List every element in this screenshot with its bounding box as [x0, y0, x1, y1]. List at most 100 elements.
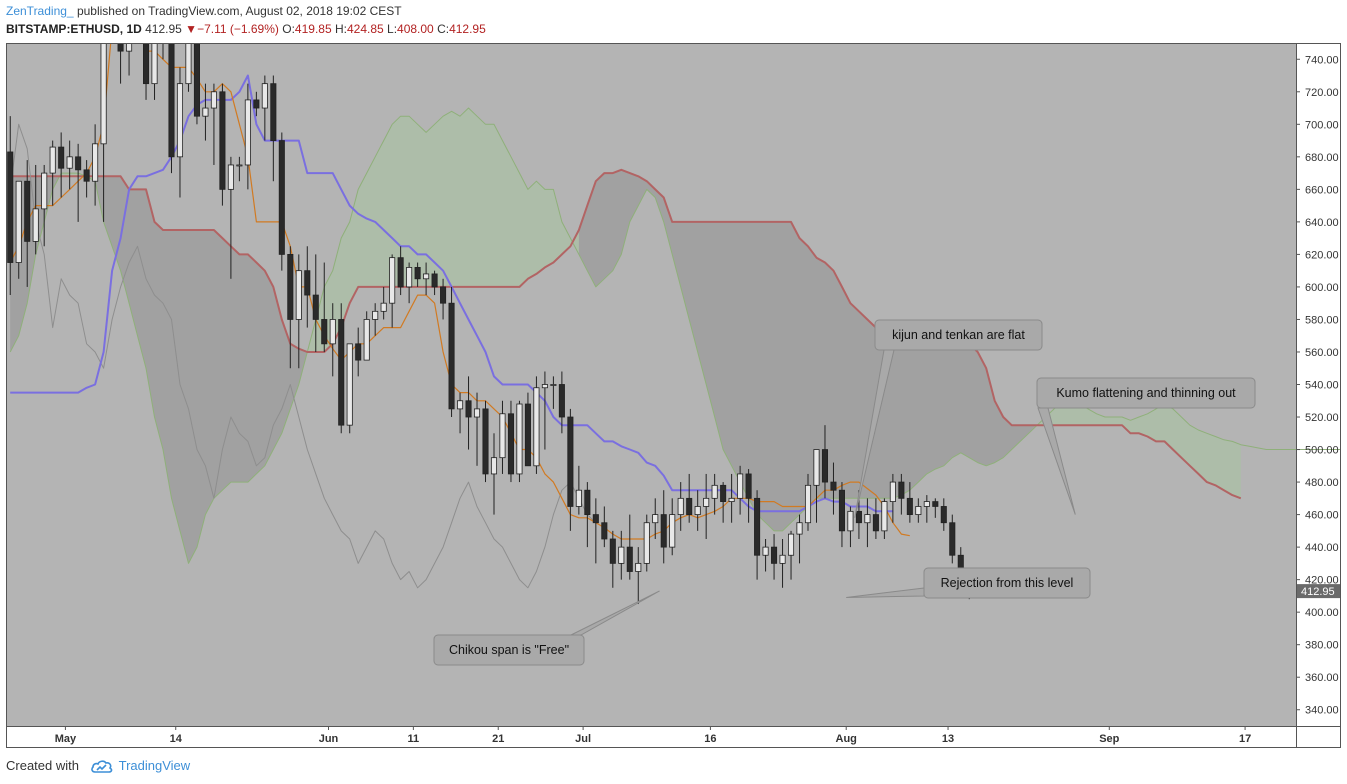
- candle-body: [601, 522, 608, 540]
- candle-body: [618, 546, 625, 564]
- candle-body: [490, 457, 498, 475]
- callout-text: Rejection from this level: [941, 576, 1074, 590]
- candle-body: [779, 554, 786, 564]
- candle-body: [906, 497, 913, 515]
- candle-body: [49, 146, 56, 174]
- candle-body: [219, 91, 226, 190]
- close-value: 412.95: [449, 22, 486, 36]
- candle-body: [287, 254, 294, 320]
- candle-body: [821, 449, 829, 483]
- candle-body: [609, 538, 616, 564]
- candle: [677, 482, 684, 531]
- candle: [669, 498, 676, 556]
- candle-body: [176, 83, 184, 158]
- open-value: 419.85: [294, 22, 332, 36]
- candle: [457, 392, 464, 434]
- candle: [592, 498, 599, 564]
- candle-body: [414, 267, 421, 280]
- candle: [762, 538, 769, 572]
- candle-body: [694, 506, 701, 515]
- candle: [906, 482, 913, 523]
- price-tick-label: 720.00: [1305, 87, 1339, 99]
- time-tick-label: Aug: [836, 733, 857, 745]
- tradingview-cloud-icon[interactable]: [90, 759, 113, 774]
- candle-body: [253, 99, 260, 109]
- candle-body: [940, 506, 947, 524]
- candle-body: [92, 143, 99, 182]
- candle: [813, 449, 820, 523]
- tradingview-brand-link[interactable]: TradingView: [118, 758, 191, 773]
- candle-body: [465, 400, 472, 418]
- price-tick-label: 680.00: [1305, 152, 1339, 164]
- candle: [41, 164, 48, 247]
- price-tick-label: 480.00: [1305, 477, 1339, 489]
- chikou-span-line: [9, 123, 597, 589]
- candle: [864, 498, 871, 548]
- candle-body: [24, 180, 31, 242]
- candle-body: [830, 481, 837, 491]
- time-axis[interactable]: May 14 Jun 11 21 Jul 16 Aug 13 Sep 17: [55, 726, 1251, 745]
- candle: [193, 18, 200, 125]
- candle-body: [660, 514, 667, 548]
- candle: [550, 376, 557, 409]
- candle-body: [168, 26, 175, 158]
- candle-body: [855, 510, 862, 524]
- candle: [83, 160, 90, 198]
- candle-body: [813, 449, 820, 486]
- candle-body: [898, 481, 905, 499]
- candle-body: [872, 514, 879, 532]
- ichimoku-cloud: [10, 108, 1241, 564]
- candle-body: [278, 140, 285, 255]
- candle: [932, 498, 939, 518]
- price-chart[interactable]: kijun and tenkan are flat Kumo flattening…: [6, 0, 1347, 748]
- candle-body: [75, 156, 82, 171]
- last-price-tag: [1297, 584, 1341, 599]
- candle: [380, 286, 387, 320]
- candle-body: [440, 286, 447, 304]
- down-arrow-icon: ▼: [185, 22, 198, 36]
- candle-body: [838, 489, 845, 532]
- callout-text: Chikou span is "Free": [449, 643, 569, 657]
- candle-body: [312, 294, 319, 320]
- time-axis-background: [6, 726, 1341, 748]
- candle: [643, 514, 650, 572]
- candle: [754, 490, 761, 580]
- candle-body: [185, 42, 192, 85]
- candle: [389, 254, 396, 328]
- time-tick-label: 16: [704, 733, 716, 745]
- candle: [423, 262, 430, 296]
- chart-container[interactable]: kijun and tenkan are flat Kumo flattening…: [6, 0, 1347, 748]
- candle-body: [889, 481, 896, 502]
- publish-line: ZenTrading_ published on TradingView.com…: [6, 4, 402, 18]
- candle-body: [372, 310, 379, 320]
- candle: [804, 473, 812, 531]
- candle: [660, 490, 667, 564]
- time-tick-label: 11: [408, 733, 420, 745]
- candle-body: [338, 319, 345, 426]
- candle: [329, 303, 336, 377]
- candle-body: [100, 0, 107, 145]
- callout-box: [1036, 377, 1256, 409]
- candle-body: [448, 302, 455, 410]
- bearish-kumo: [95, 176, 308, 564]
- price-change: −7.11 (−1.69%): [197, 22, 279, 36]
- candle-body: [227, 164, 234, 190]
- price-axis[interactable]: 340.00 360.00 380.00 400.00 420.00 440.00 460.…: [1296, 54, 1341, 717]
- candle: [923, 495, 930, 523]
- last-price-label: 412.95: [1301, 586, 1335, 598]
- candle-body: [652, 514, 659, 524]
- candle: [287, 246, 294, 369]
- time-tick-label: 21: [492, 733, 504, 745]
- price-tick-label: 560.00: [1305, 347, 1339, 359]
- candle-body: [575, 489, 582, 507]
- candle: [431, 270, 438, 296]
- author-link[interactable]: ZenTrading_: [6, 4, 74, 18]
- price-tick-label: 700.00: [1305, 119, 1339, 131]
- candle-body: [66, 156, 73, 169]
- created-with-label: Created with: [6, 758, 79, 773]
- candle-body: [771, 546, 778, 564]
- candle: [176, 67, 184, 198]
- symbol-label[interactable]: BITSTAMP:ETHUSD, 1D: [6, 22, 142, 36]
- candle-body: [321, 319, 328, 345]
- annotation-callout: Kumo flattening and thinning out: [1036, 377, 1256, 515]
